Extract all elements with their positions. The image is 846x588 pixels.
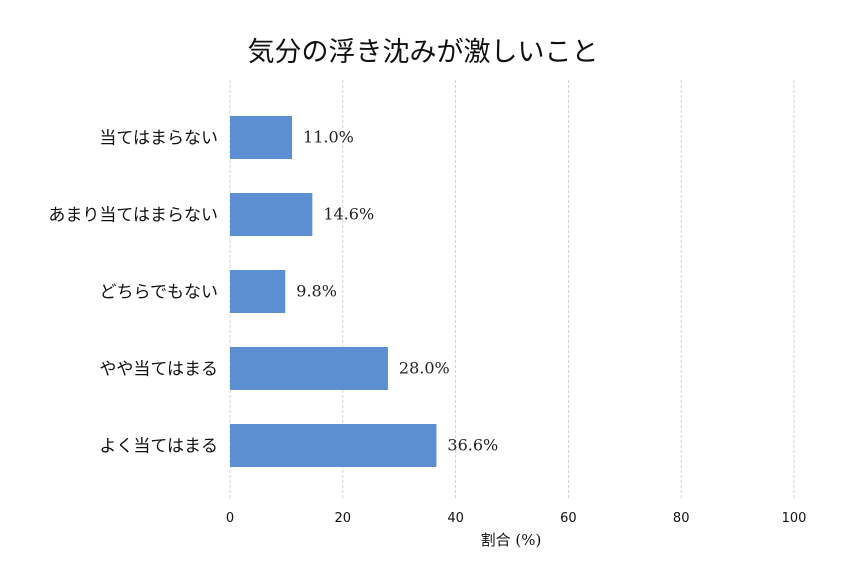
x-axis-title: 割合 (%) bbox=[481, 531, 542, 549]
bar bbox=[230, 424, 437, 467]
category-label: どちらでもない bbox=[100, 283, 219, 303]
x-tick-label: 100 bbox=[782, 511, 807, 526]
value-labels: 11.0% 14.6% 9.8% 28.0% 36.6% bbox=[296, 128, 498, 455]
value-label: 9.8% bbox=[296, 282, 337, 301]
category-label: あまり当てはまらない bbox=[48, 206, 218, 226]
value-label: 28.0% bbox=[399, 359, 450, 378]
x-tick-label: 60 bbox=[560, 511, 577, 526]
value-label: 11.0% bbox=[303, 128, 354, 147]
x-tick-label: 80 bbox=[673, 511, 690, 526]
x-tick-label: 40 bbox=[447, 511, 464, 526]
value-label: 14.6% bbox=[323, 205, 374, 224]
bar bbox=[230, 193, 313, 236]
x-tick-label: 0 bbox=[226, 511, 234, 526]
category-label: やや当てはまる bbox=[99, 360, 218, 380]
x-tick-label: 20 bbox=[335, 511, 352, 526]
category-label: よく当てはまる bbox=[99, 437, 218, 457]
value-label: 36.6% bbox=[447, 436, 498, 455]
bar bbox=[230, 270, 286, 313]
bar bbox=[230, 116, 293, 159]
x-tick-labels: 0 20 40 60 80 100 bbox=[226, 511, 807, 526]
bars bbox=[230, 116, 437, 467]
category-label: 当てはまらない bbox=[99, 129, 218, 149]
bar bbox=[230, 347, 388, 390]
chart-title: 気分の浮き沈みが激しいこと bbox=[248, 37, 599, 68]
